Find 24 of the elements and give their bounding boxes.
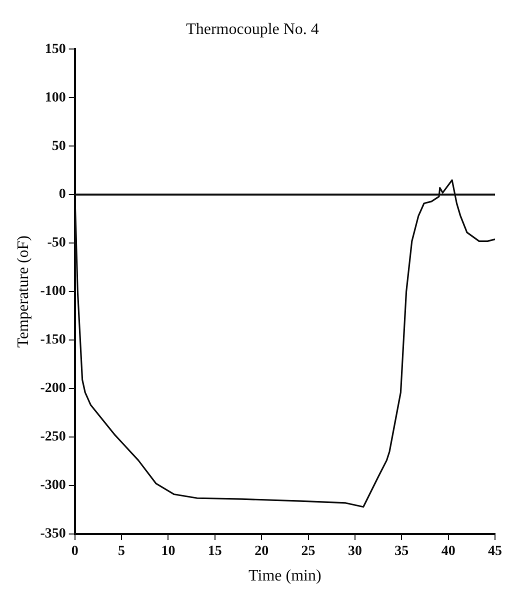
y-tick-label: -300	[40, 478, 66, 494]
chart-title: Thermocouple No. 4	[186, 20, 319, 38]
x-tick-label: 0	[71, 544, 78, 560]
x-tick-label: 25	[301, 544, 316, 560]
x-tick-label: 40	[441, 544, 456, 560]
x-tick-label: 35	[394, 544, 409, 560]
x-tick-label: 10	[161, 544, 176, 560]
y-tick-label: 150	[44, 42, 66, 57]
y-tick-label: -100	[40, 284, 66, 300]
x-axis-title: Time (min)	[248, 568, 322, 585]
x-tick-label: 15	[208, 544, 222, 560]
y-tick-label: 50	[52, 138, 66, 154]
y-tick-label: -350	[40, 526, 66, 542]
x-tick-label: 30	[348, 544, 362, 560]
y-tick-label: 100	[44, 90, 66, 106]
y-tick-label: -250	[40, 430, 66, 445]
y-tick-label: -50	[47, 236, 66, 251]
y-tick-label: -200	[40, 381, 66, 396]
y-axis-title: Temperature (oF)	[14, 236, 32, 348]
y-tick-label: 0	[58, 187, 66, 202]
y-tick-label: -150	[40, 332, 66, 348]
x-tick-label: 20	[254, 544, 269, 560]
x-tick-label: 5	[118, 544, 126, 560]
x-tick-label: 45	[488, 544, 502, 560]
